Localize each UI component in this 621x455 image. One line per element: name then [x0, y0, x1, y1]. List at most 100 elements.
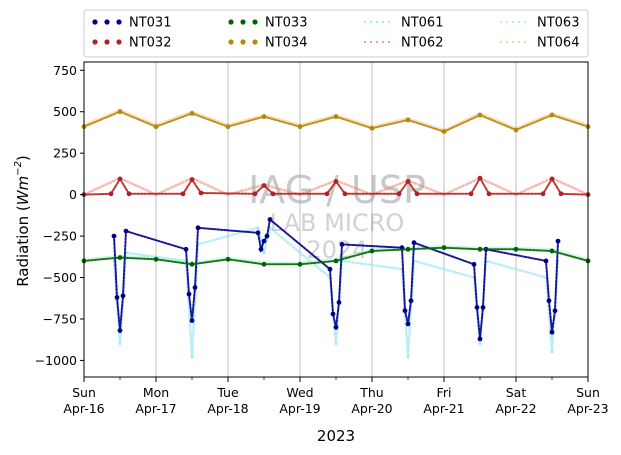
- point-nt033-7: [333, 258, 339, 264]
- point-nt031-4: [123, 228, 129, 234]
- point-nt032-17: [477, 175, 483, 181]
- x-tick-date-1: Apr-17: [135, 401, 176, 416]
- point-nt032-21: [558, 191, 564, 197]
- legend-dot: [369, 20, 373, 24]
- point-nt033-6: [297, 261, 303, 267]
- point-nt034-13: [549, 112, 555, 118]
- point-nt032-10: [324, 191, 330, 197]
- point-nt061-6: [256, 226, 260, 230]
- legend-dot: [228, 39, 234, 45]
- y-axis-title-unit-close: ): [14, 155, 32, 161]
- point-nt061-13: [406, 355, 410, 359]
- point-nt032-19: [540, 191, 546, 197]
- legend-label-nt033: NT033: [265, 16, 307, 31]
- grid: [155, 62, 517, 377]
- x-tick-date-2: Apr-18: [207, 401, 248, 416]
- point-nt034-5: [261, 114, 267, 120]
- x-tick-day-4: Thu: [359, 385, 383, 400]
- y-axis-title-unit-exp: −2: [13, 161, 24, 176]
- point-nt031-27: [477, 336, 483, 342]
- point-nt034-12: [513, 127, 519, 133]
- legend-label-nt061: NT061: [401, 16, 443, 31]
- point-nt031-11: [258, 246, 264, 252]
- point-nt031-30: [543, 258, 549, 264]
- legend-swatch-nt032: [92, 39, 122, 45]
- point-nt031-22: [405, 321, 411, 327]
- point-nt032-2: [117, 176, 123, 182]
- legend-dot: [387, 40, 391, 44]
- point-nt033-4: [225, 256, 231, 262]
- point-nt031-24: [411, 240, 417, 246]
- point-nt034-2: [153, 124, 159, 130]
- point-nt032-18: [486, 191, 492, 197]
- legend-label-nt034: NT034: [265, 36, 307, 51]
- series-nt032: [81, 175, 591, 198]
- legend-dot: [92, 19, 98, 25]
- point-nt031-19: [339, 242, 345, 247]
- legend-swatch-nt062: [363, 40, 391, 44]
- point-nt033-13: [549, 248, 555, 254]
- point-nt032-8: [261, 183, 267, 188]
- point-nt034-1: [117, 109, 123, 115]
- point-nt034-7: [333, 114, 339, 120]
- point-nt031-5: [183, 246, 189, 252]
- x-tick-day-7: Sun: [576, 385, 600, 400]
- point-nt034-9: [405, 117, 411, 123]
- point-nt031-13: [264, 233, 270, 239]
- point-nt033-5: [261, 261, 267, 267]
- point-nt033-12: [513, 246, 519, 252]
- x-tick-date-7: Apr-23: [567, 401, 608, 416]
- legend-dot: [511, 40, 515, 44]
- watermark-line-2: LAB MICRO: [270, 209, 405, 237]
- point-nt034-4: [225, 124, 231, 130]
- legend-swatch-nt034: [228, 39, 258, 45]
- point-nt031-18: [336, 300, 342, 305]
- point-nt031-28: [480, 305, 486, 310]
- legend-swatch-nt031: [92, 19, 122, 25]
- point-nt031-33: [552, 308, 558, 314]
- point-nt061-10: [334, 342, 338, 346]
- point-nt033-8: [369, 248, 375, 254]
- y-tick-label-4: 0: [69, 187, 77, 202]
- series-nt033: [81, 245, 591, 267]
- point-nt031-31: [546, 298, 552, 304]
- point-nt033-11: [477, 246, 483, 252]
- point-nt061-19: [550, 350, 554, 354]
- legend-swatch-nt061: [363, 20, 391, 24]
- x-tick-date-0: Apr-16: [63, 401, 104, 416]
- legend-frame: [83, 9, 589, 58]
- point-nt061-16: [478, 342, 482, 346]
- point-nt031-0: [111, 233, 117, 239]
- legend-dot: [363, 40, 367, 44]
- legend-dot: [505, 40, 509, 44]
- point-nt031-25: [471, 261, 477, 267]
- x-tick-day-2: Tue: [216, 385, 239, 400]
- point-nt031-9: [195, 225, 201, 231]
- series-nt031: [111, 217, 561, 342]
- point-nt032-11: [333, 179, 339, 184]
- legend: NT031 NT032 NT033 NT034 NT061 NT062 NT063 NT064: [83, 9, 589, 58]
- point-nt031-15: [327, 266, 333, 272]
- legend-label-nt032: NT032: [129, 36, 171, 51]
- y-tick-label-2: −500: [43, 270, 77, 285]
- point-nt031-32: [549, 329, 555, 335]
- y-tick-label-7: 750: [53, 63, 77, 78]
- x-tick-date-5: Apr-21: [423, 401, 464, 416]
- legend-label-nt063: NT063: [537, 16, 579, 31]
- y-axis-title-text: Radiation: [14, 216, 32, 287]
- y-axis-title-unit: Wm: [14, 176, 32, 205]
- point-nt031-3: [120, 293, 126, 299]
- legend-dot: [116, 39, 122, 45]
- legend-dot: [369, 40, 373, 44]
- legend-dot: [240, 39, 246, 45]
- point-nt031-8: [192, 285, 198, 290]
- point-nt031-6: [186, 291, 192, 297]
- y-axis-title: Radiation (Wm−2): [13, 155, 32, 287]
- legend-dot: [375, 40, 379, 44]
- y-tick-label-0: −1000: [35, 353, 77, 368]
- x-axis-title: 2023: [317, 427, 355, 445]
- point-nt061-4: [190, 355, 194, 359]
- point-nt033-2: [153, 256, 159, 262]
